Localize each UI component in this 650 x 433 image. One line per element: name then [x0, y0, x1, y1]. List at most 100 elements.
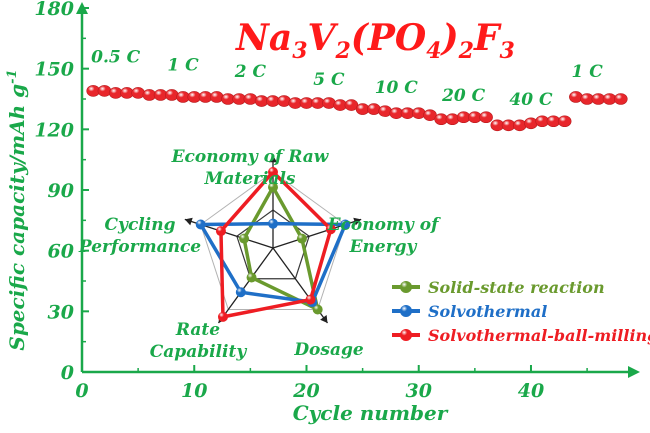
radar-series [195, 167, 351, 322]
radar-spoke-arrow [269, 155, 277, 163]
capacity-point [209, 91, 224, 103]
legend-swatch-marker [400, 329, 412, 341]
rate-label: 40 C [509, 90, 553, 110]
capacity-point [479, 111, 493, 123]
radar-axis-label: Energy [349, 237, 418, 257]
capacity-point [97, 85, 112, 97]
legend-label: Solvothermal-ball-milling [428, 326, 650, 345]
capacity-point [524, 117, 538, 130]
radar-series-point [325, 224, 336, 235]
radar-axis-label: Economy of [327, 215, 441, 235]
radar-series-point [246, 272, 257, 283]
capacity-point [277, 95, 291, 107]
capacity-point [512, 119, 527, 132]
rate-label: 5 C [313, 70, 345, 90]
legend: Solid-state reaction Solvothermal Solvothe… [392, 278, 650, 345]
radar-axis-label: Economy of Raw [171, 147, 330, 167]
rate-label: 0.5 C [91, 48, 140, 68]
x-tick-label: 10 [181, 380, 207, 402]
capacity-point [131, 87, 145, 99]
y-axis-label-text: Specific capacity/mAh g [5, 84, 29, 351]
y-axis-label-superscript: -1 [5, 69, 20, 83]
radar-axis-label: Rate [175, 320, 220, 340]
radar-series-solvothermal [195, 218, 351, 308]
x-tick-label: 20 [292, 380, 319, 402]
radar-series-outline [219, 170, 333, 319]
x-ticks: 0 10 20 30 40 [75, 365, 588, 402]
radar-spoke-arrow [320, 314, 328, 324]
radar-series-point [312, 304, 323, 315]
capacity-point [613, 93, 628, 105]
radar-series-point [268, 167, 278, 177]
y-tick-label: 60 [48, 241, 74, 263]
capacity-point [569, 91, 583, 103]
rate-label: 2 C [234, 62, 267, 82]
title-part: F [473, 17, 502, 59]
rate-label: 1 C [571, 62, 603, 82]
y-ticks: 0 30 60 90 120 150 180 [34, 0, 89, 384]
y-tick-label: 0 [61, 362, 74, 384]
radar-axis-label: Performance [78, 237, 201, 257]
radar-series-point [217, 311, 228, 322]
capacity-point [445, 113, 460, 126]
title-subscript: 2 [334, 38, 350, 64]
compound-title: Na3V2(PO4)2F3 [235, 17, 515, 64]
capacity-point [557, 115, 572, 128]
title-subscript: 4 [426, 38, 441, 64]
title-part: ) [440, 17, 459, 59]
radar-series-point [296, 233, 307, 244]
radar-axis-label: Cycling [105, 215, 176, 235]
legend-swatch-marker [400, 305, 412, 317]
radar-series-point [235, 287, 246, 298]
x-tick-label: 0 [75, 380, 88, 402]
capacity-point [243, 93, 258, 105]
radar-web-ring [200, 171, 346, 310]
title-subscript: 3 [500, 38, 515, 64]
title-subscript: 3 [292, 38, 307, 64]
legend-label: Solid-state reaction [428, 278, 605, 297]
legend-label: Solvothermal [428, 302, 547, 321]
radar-web-ring [236, 209, 310, 280]
radar-series-point [215, 226, 226, 237]
x-tick-label: 30 [406, 380, 432, 402]
legend-swatch-marker [400, 281, 412, 293]
radar-series-point [305, 294, 316, 305]
radar-series-point [268, 182, 278, 193]
radar-series-point [340, 219, 351, 230]
title-subscript: 2 [458, 38, 474, 64]
capacity-point [367, 103, 381, 115]
capacity-series [86, 85, 628, 132]
x-tick-label: 40 [518, 380, 544, 402]
y-tick-label: 180 [34, 0, 74, 20]
y-axis-label: Specific capacity/mAh g-1 [5, 69, 29, 350]
capacity-point [322, 97, 336, 109]
radar-axis-label: Capability [150, 342, 248, 362]
y-tick-label: 90 [48, 180, 74, 202]
radar-series-point [239, 233, 250, 244]
radar-series-point [268, 218, 278, 229]
radar-axis-label: Materials [204, 169, 296, 189]
y-tick-label: 150 [34, 59, 74, 81]
radar-series-outline [242, 185, 320, 312]
capacity-point [378, 105, 392, 117]
radar-series-outline [198, 221, 348, 304]
radar-series-point [195, 219, 206, 230]
rate-label: 1 C [167, 56, 199, 76]
capacity-point [164, 89, 179, 101]
title-part: Na [235, 17, 292, 59]
radar-series-solvothermal-ball-milling [215, 167, 336, 322]
x-axis-arrow [628, 366, 640, 378]
title-part: V [308, 17, 339, 59]
radar-series-solid-state [239, 182, 323, 315]
rate-labels: 0.5 C 1 C 2 C 5 C 10 C 20 C 40 C 1 C [91, 48, 603, 110]
radar-spoke-arrow [184, 217, 193, 226]
radar-axis-label: Dosage [293, 340, 364, 360]
rate-label: 10 C [375, 78, 419, 98]
radar-spoke-arrow [353, 217, 362, 226]
capacity-point [411, 107, 426, 119]
x-axis-label: Cycle number [293, 401, 449, 425]
rate-label: 20 C [441, 86, 486, 106]
